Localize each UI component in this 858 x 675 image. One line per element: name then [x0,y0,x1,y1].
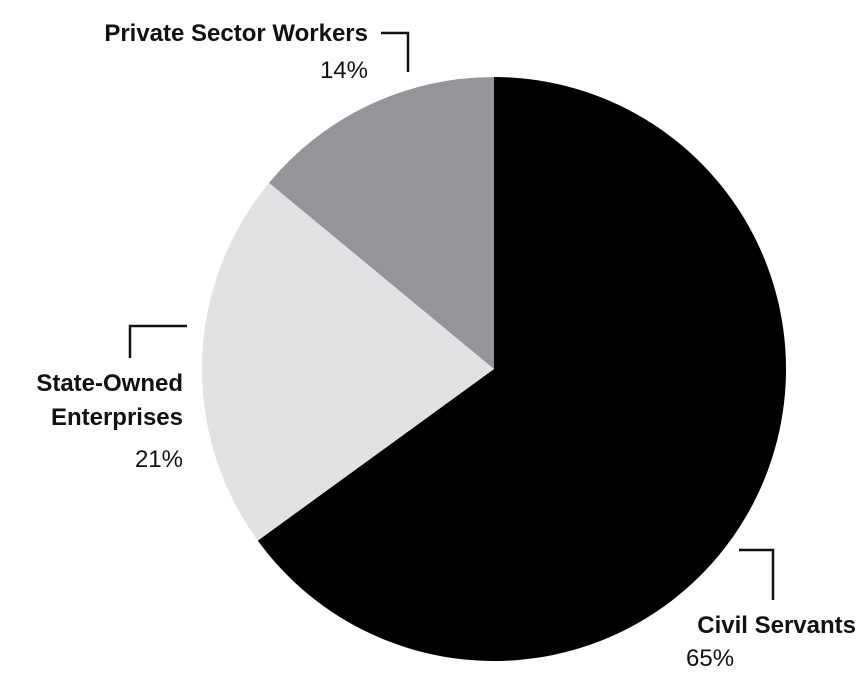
slice-label-civil-servants: Civil Servants [697,612,856,639]
pie-slices [202,76,787,661]
pie-slice-private-sector-workers [269,76,494,369]
slice-value-private-sector-workers: 14% [320,57,368,84]
slice-label-private-sector-workers: Private Sector Workers [104,20,368,47]
label-civil-servants: Civil Servants 65% [686,548,856,672]
slice-label-state-owned-enterprises-line1: State-Owned [36,370,183,397]
slice-value-state-owned-enterprises: 21% [135,446,183,473]
leader-line-civil-servants [739,548,775,600]
pie-slice-state-owned-enterprises [202,182,494,541]
slice-label-state-owned-enterprises-line2: Enterprises [51,404,183,431]
pie-slice-civil-servants [257,77,787,661]
leader-line-private-sector-workers [381,31,410,72]
label-state-owned-enterprises: State-Owned Enterprises 21% [36,324,187,473]
leader-line-state-owned-enterprises [128,324,187,358]
slice-value-civil-servants: 65% [686,645,734,672]
label-private-sector-workers: Private Sector Workers 14% [104,20,410,84]
